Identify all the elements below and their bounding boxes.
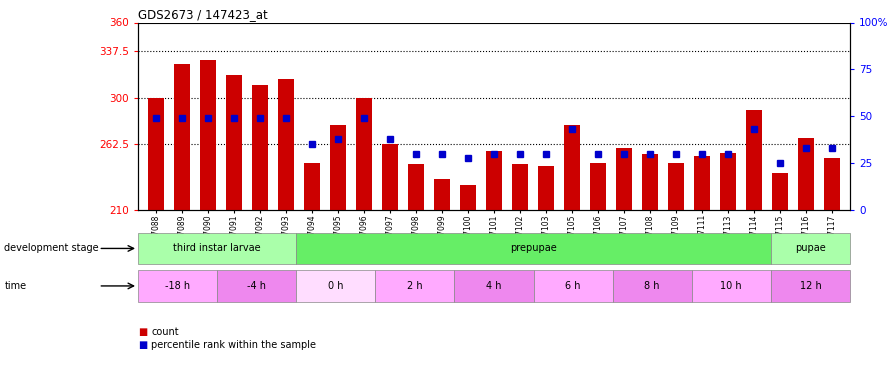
Bar [668,162,684,210]
Text: development stage: development stage [4,243,99,254]
Bar [486,151,502,210]
Bar [200,60,216,210]
Bar [771,270,850,302]
Bar [720,153,736,210]
Text: 8 h: 8 h [644,281,659,291]
Bar [226,75,242,210]
Text: ■: ■ [138,340,147,350]
Bar [330,125,346,210]
Text: third instar larvae: third instar larvae [174,243,261,254]
Text: ■: ■ [138,327,147,337]
Bar [590,162,606,210]
Bar [138,232,296,264]
Bar [409,164,424,210]
Bar [460,185,476,210]
Text: GDS2673 / 147423_at: GDS2673 / 147423_at [138,8,268,21]
Bar [296,270,376,302]
Bar [538,166,554,210]
Bar [174,64,190,210]
Bar [694,156,709,210]
Bar [533,270,612,302]
Bar [771,232,850,264]
Bar [612,270,692,302]
Bar [455,270,533,302]
Text: 2 h: 2 h [407,281,423,291]
Text: pupae: pupae [795,243,826,254]
Bar [616,147,632,210]
Bar [296,232,771,264]
Bar [382,144,398,210]
Bar [304,162,320,210]
Text: prepupae: prepupae [510,243,557,254]
Bar [746,110,762,210]
Bar [252,85,268,210]
Bar [642,154,658,210]
Text: 10 h: 10 h [721,281,742,291]
Text: 12 h: 12 h [799,281,821,291]
Text: percentile rank within the sample: percentile rank within the sample [151,340,316,350]
Bar [279,79,294,210]
Text: 6 h: 6 h [565,281,581,291]
Bar [138,270,217,302]
Bar [434,179,449,210]
Text: 4 h: 4 h [486,281,502,291]
Text: time: time [4,281,27,291]
Bar [376,270,455,302]
Text: -4 h: -4 h [247,281,266,291]
Bar [824,158,839,210]
Bar [217,270,296,302]
Bar [798,138,813,210]
Bar [564,125,579,210]
Bar [149,98,164,210]
Bar [512,164,528,210]
Text: count: count [151,327,179,337]
Bar [772,172,788,210]
Text: -18 h: -18 h [165,281,190,291]
Bar [356,98,372,210]
Text: 0 h: 0 h [328,281,344,291]
Bar [692,270,771,302]
